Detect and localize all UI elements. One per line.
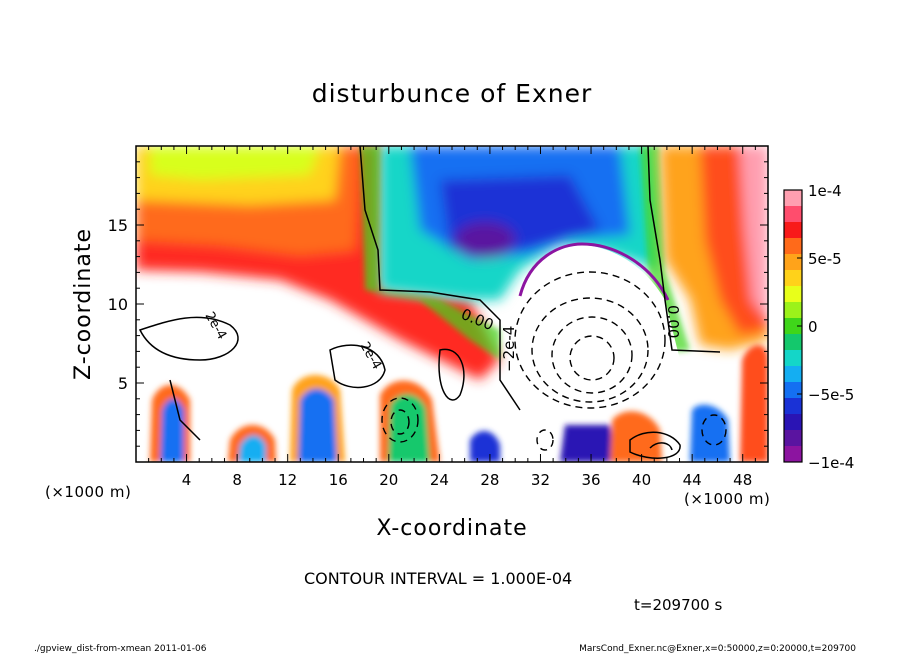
colorbar-label: 0 — [808, 318, 818, 336]
x-unit-label: (×1000 m) — [684, 490, 770, 508]
x-tick-label: 36 — [581, 471, 600, 489]
colorbar-swatch — [784, 254, 802, 271]
x-tick-label: 44 — [683, 471, 702, 489]
time-label: t=209700 s — [634, 596, 722, 614]
y-axis-label: Z-coordinate — [71, 228, 96, 380]
colorbar-swatch — [784, 318, 802, 335]
x-tick-label: 12 — [278, 471, 297, 489]
colorbar-swatch — [784, 446, 802, 463]
contour-label: 0.00 — [664, 305, 682, 338]
colorbar-swatch — [784, 334, 802, 351]
x-tick-label: 48 — [733, 471, 752, 489]
colorbar-swatch — [784, 302, 802, 319]
colorbar: 1e-4 5e-5 0 −5e-5 −1e-4 — [783, 182, 854, 472]
colorbar-swatch — [784, 398, 802, 415]
colorbar-swatch — [784, 350, 802, 367]
y-tick-label: 15 — [108, 216, 128, 235]
x-axis-label: X-coordinate — [376, 516, 527, 541]
colorbar-swatch — [784, 366, 802, 383]
x-tick-label: 8 — [232, 471, 242, 489]
colorbar-label: −5e-5 — [808, 386, 854, 404]
colorbar-swatch — [784, 270, 802, 287]
colorbar-swatch — [784, 430, 802, 447]
colorbar-swatch — [784, 414, 802, 431]
colorbar-swatch — [784, 206, 802, 223]
colorbar-swatch — [784, 382, 802, 399]
x-tick-label: 28 — [480, 471, 499, 489]
y-tick-label: 5 — [118, 374, 128, 393]
heatmap-field — [136, 146, 768, 462]
x-tick-label: 24 — [430, 471, 449, 489]
contour-label: −2e-4 — [500, 326, 518, 372]
footer-left: ./gpview_dist-from-xmean 2011-01-06 — [34, 644, 207, 654]
x-tick-label: 32 — [531, 471, 550, 489]
colorbar-swatch — [784, 190, 802, 207]
footer-right: MarsCond_Exner.nc@Exner,x=0:50000,z=0:20… — [579, 644, 856, 654]
contour-labels: 0.00 0.00 −2e-4 2e-4 2e-4 — [202, 305, 682, 372]
colorbar-label: −1e-4 — [808, 454, 854, 472]
y-axis: 5 10 15 — [108, 161, 768, 447]
x-tick-label: 20 — [379, 471, 398, 489]
x-tick-label: 16 — [329, 471, 348, 489]
colorbar-label: 1e-4 — [808, 182, 842, 200]
colorbar-swatch — [784, 286, 802, 303]
colorbar-swatch — [784, 238, 802, 255]
x-tick-label: 4 — [182, 471, 192, 489]
colorbar-swatch — [784, 222, 802, 239]
chart-title: disturbunce of Exner — [312, 79, 593, 108]
colorbar-label: 5e-5 — [808, 250, 842, 268]
y-unit-label: (×1000 m) — [45, 483, 131, 501]
y-tick-label: 10 — [108, 295, 128, 314]
x-tick-label: 40 — [632, 471, 651, 489]
x-axis: 4 8 12 16 20 24 28 32 36 40 44 48 — [148, 146, 756, 489]
contour-interval: CONTOUR INTERVAL = 1.000E-04 — [304, 569, 572, 588]
